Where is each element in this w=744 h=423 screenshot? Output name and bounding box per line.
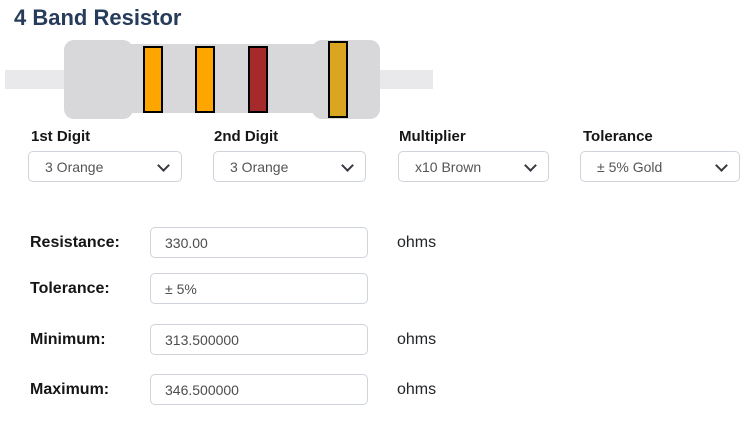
resistor-band-2-orange — [195, 46, 215, 113]
minimum-input[interactable] — [150, 324, 368, 355]
select-wrap-1st-digit: 3 Orange — [28, 151, 182, 182]
resistor-cap-left — [64, 40, 133, 119]
label-multiplier: Multiplier — [399, 128, 466, 145]
tolerance-label: Tolerance: — [30, 279, 110, 297]
select-wrap-2nd-digit: 3 Orange — [213, 151, 366, 182]
select-tolerance[interactable]: ± 5% Gold — [580, 151, 740, 182]
select-1st-digit[interactable]: 3 Orange — [28, 151, 182, 182]
maximum-unit: ohms — [397, 380, 437, 398]
page-title: 4 Band Resistor — [14, 5, 182, 30]
select-wrap-tolerance: ± 5% Gold — [580, 151, 740, 182]
maximum-row: Maximum: ohms — [30, 374, 530, 405]
resistor-band-3-brown — [248, 46, 268, 113]
label-1st-digit: 1st Digit — [31, 128, 91, 145]
select-wrap-multiplier: x10 Brown — [398, 151, 549, 182]
maximum-label: Maximum: — [30, 380, 110, 398]
minimum-row: Minimum: ohms — [30, 324, 530, 355]
label-tolerance: Tolerance — [583, 128, 653, 145]
resistance-input[interactable] — [150, 227, 368, 258]
resistance-label: Resistance: — [30, 233, 120, 251]
select-2nd-digit[interactable]: 3 Orange — [213, 151, 366, 182]
maximum-input[interactable] — [150, 374, 368, 405]
resistor-band-4-gold — [328, 41, 348, 118]
label-2nd-digit: 2nd Digit — [214, 128, 279, 145]
resistance-unit: ohms — [397, 233, 437, 251]
tolerance-input[interactable] — [150, 273, 368, 304]
minimum-label: Minimum: — [30, 330, 106, 348]
tolerance-row: Tolerance: — [30, 273, 530, 304]
resistance-row: Resistance: ohms — [30, 227, 530, 258]
minimum-unit: ohms — [397, 330, 437, 348]
select-multiplier[interactable]: x10 Brown — [398, 151, 549, 182]
resistor-band-1-orange — [143, 46, 163, 113]
